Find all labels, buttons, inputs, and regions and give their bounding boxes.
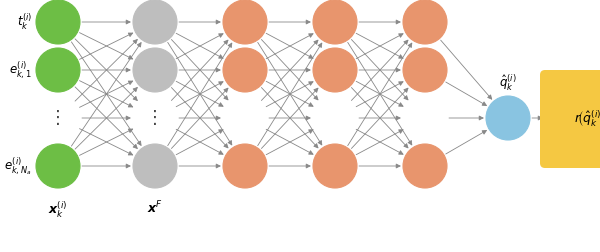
Circle shape	[133, 0, 177, 44]
Circle shape	[223, 48, 267, 92]
Circle shape	[313, 144, 357, 188]
Text: $\hat{q}_k^{(i)}$: $\hat{q}_k^{(i)}$	[499, 73, 517, 93]
Circle shape	[133, 144, 177, 188]
Circle shape	[403, 0, 447, 44]
Text: $t_k^{(i)}$: $t_k^{(i)}$	[17, 12, 32, 32]
Circle shape	[486, 96, 530, 140]
Text: $e_{k,1}^{(i)}$: $e_{k,1}^{(i)}$	[10, 59, 32, 81]
Circle shape	[36, 48, 80, 92]
Circle shape	[403, 48, 447, 92]
Text: $\boldsymbol{x}^F$: $\boldsymbol{x}^F$	[147, 200, 163, 217]
FancyBboxPatch shape	[540, 70, 600, 168]
Text: ⋮: ⋮	[146, 109, 164, 127]
Circle shape	[223, 0, 267, 44]
Text: ⋮: ⋮	[49, 109, 67, 127]
Circle shape	[36, 0, 80, 44]
Text: $e_{k,N_a}^{(i)}$: $e_{k,N_a}^{(i)}$	[4, 155, 32, 177]
Text: $\boldsymbol{x}_k^{(i)}$: $\boldsymbol{x}_k^{(i)}$	[49, 200, 68, 220]
Circle shape	[313, 48, 357, 92]
Circle shape	[133, 48, 177, 92]
Circle shape	[313, 0, 357, 44]
Circle shape	[223, 144, 267, 188]
Circle shape	[36, 144, 80, 188]
Circle shape	[403, 144, 447, 188]
Text: $r\!\left(\hat{q}_k^{(i)}(\boldsymbol{x}_k^{(i)};\boldsymbol{\theta});\boldsymbo: $r\!\left(\hat{q}_k^{(i)}(\boldsymbol{x}…	[574, 109, 600, 129]
